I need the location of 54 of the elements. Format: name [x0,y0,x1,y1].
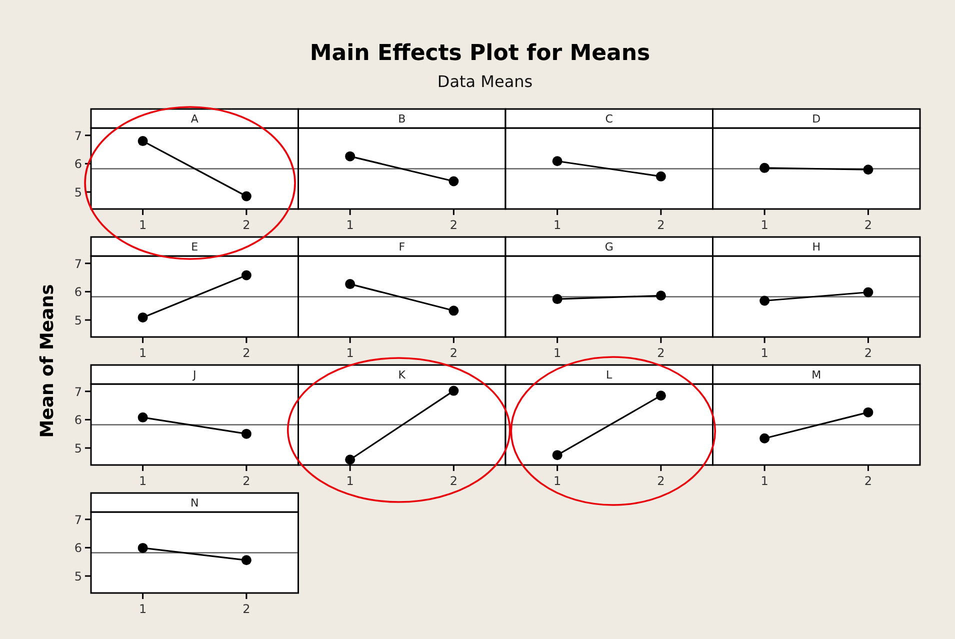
x-tick-label: 2 [242,346,250,360]
x-tick-label: 1 [346,346,354,360]
chart-title: K [398,368,406,382]
chart-title: F [398,240,406,254]
chart-title: M [812,368,822,382]
text: Mean of Means [37,284,58,438]
x-tick-label: 1 [760,346,768,360]
chart-title: A [190,112,199,126]
chart-title: D [812,112,821,126]
x-tick-label: 1 [346,218,354,232]
x-tick-label: 2 [242,218,250,232]
chart-title: N [190,496,199,510]
y-tick-label: 7 [74,512,82,527]
y-tick-label: 6 [74,541,82,556]
x-tick-label: 2 [657,218,665,232]
x-tick-label: 1 [138,474,147,488]
x-tick-label: 1 [553,474,562,488]
y-tick-label: 5 [74,442,82,456]
x-tick-label: 2 [450,218,458,232]
chart-title: H [812,240,821,254]
y-tick-label: 5 [74,570,82,584]
x-tick-label: 2 [242,602,250,616]
x-tick-label: 1 [138,346,147,360]
x-tick-label: 1 [138,602,147,616]
chart-title: B [398,112,406,126]
x-tick-label: 1 [553,218,562,232]
x-tick-label: 1 [346,474,354,488]
x-tick-label: 1 [760,474,768,488]
x-tick-label: 2 [864,218,872,232]
x-tick-label: 2 [864,346,872,360]
chart-title: J [192,368,196,382]
y-tick-label: 5 [74,314,82,328]
x-tick-label: 1 [138,218,147,232]
chart-title: L [606,368,614,382]
text: Main Effects Plot for Means [310,41,650,66]
x-tick-label: 1 [553,346,562,360]
x-tick-label: 2 [242,474,250,488]
y-tick-label: 5 [74,186,82,200]
x-tick-label: 2 [450,474,458,488]
y-tick-label: 6 [74,413,82,428]
y-tick-label: 6 [74,157,82,172]
chart-title: C [605,112,614,126]
chart-title: E [191,240,198,254]
x-tick-label: 2 [864,474,872,488]
y-tick-label: 7 [74,256,82,271]
chart-title: G [604,240,614,254]
y-tick-label: 7 [74,128,82,143]
y-tick-label: 7 [74,384,82,399]
text: Data Means [437,72,533,91]
y-tick-label: 6 [74,285,82,300]
x-tick-label: 1 [760,218,768,232]
x-tick-label: 2 [657,346,665,360]
x-tick-label: 2 [657,474,665,488]
x-tick-label: 2 [450,346,458,360]
